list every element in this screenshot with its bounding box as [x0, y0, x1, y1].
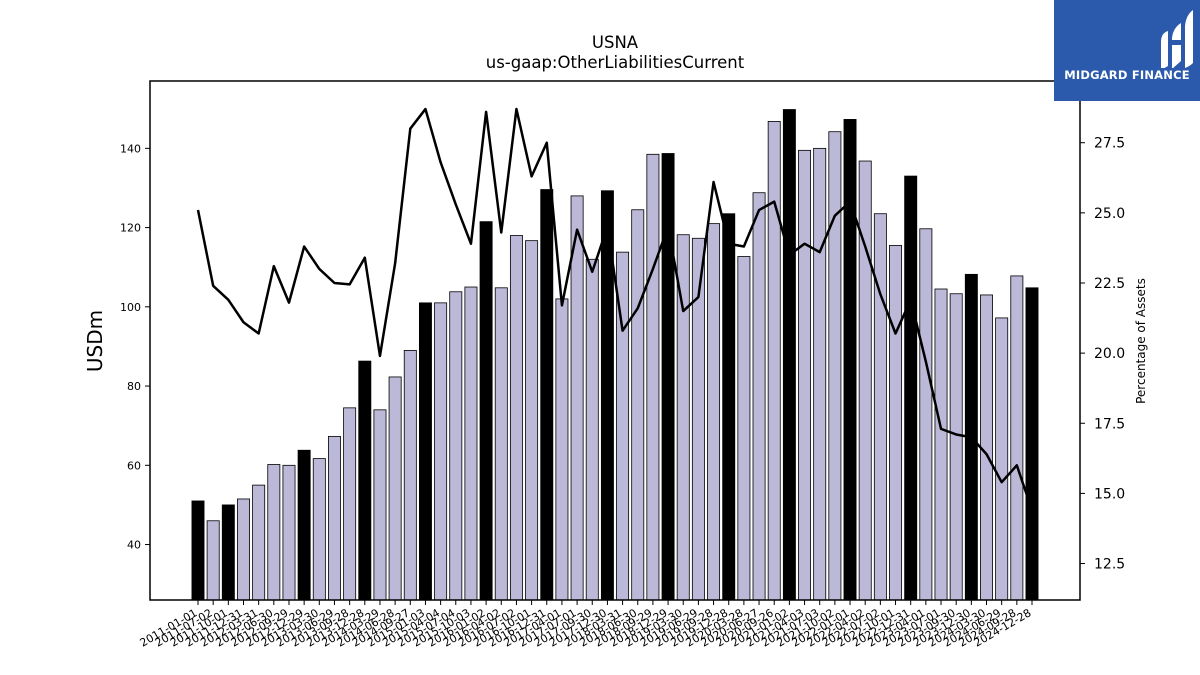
bar-2016-10-01 — [525, 240, 539, 601]
bar-2012-09-29 — [282, 464, 296, 601]
bar-2013-09-28 — [343, 407, 357, 601]
y2-tick-label: 22.5 — [1094, 276, 1125, 292]
line-layer — [196, 107, 1034, 511]
bar-2019-09-28 — [707, 223, 721, 601]
bar-2023-04-01 — [919, 228, 933, 601]
bar-2020-03-28 — [737, 256, 751, 601]
bar-2022-12-31 — [904, 175, 918, 601]
bar-2022-07-02 — [873, 213, 887, 601]
bar-2024-12-28 — [1025, 287, 1039, 601]
y-tick-label: 120 — [120, 222, 141, 235]
bar-2024-06-29 — [995, 317, 1009, 601]
y-axis-left: 40 60 80 100 120 140 — [120, 142, 150, 552]
bar-2022-01-01 — [843, 119, 857, 601]
y2-axis-label: Percentage of Assets — [1134, 278, 1148, 404]
logo-text: MIDGARD FINANCE — [1064, 68, 1190, 82]
bar-2011-01-01 — [191, 500, 205, 601]
y-axis-right: 12.5 15.0 17.5 20.0 22.5 25.0 27.5 — [1080, 136, 1125, 573]
x-axis: 2011-01-012011-07-022011-10-012011-12-31… — [138, 600, 1034, 650]
bar-2012-06-30 — [267, 464, 281, 601]
bar-2019-12-28 — [722, 213, 736, 601]
bar-2011-10-01 — [221, 504, 235, 601]
bar-2013-03-30 — [312, 458, 326, 601]
bar-2016-04-02 — [494, 287, 508, 601]
bar-2021-10-02 — [828, 131, 842, 601]
bar-2021-07-03 — [813, 147, 827, 601]
y2-tick-label: 25.0 — [1094, 206, 1125, 222]
bar-2013-12-28 — [358, 360, 372, 601]
bar-2018-09-29 — [646, 153, 660, 601]
bar-2014-03-29 — [373, 409, 387, 601]
y2-tick-label: 20.0 — [1094, 346, 1125, 362]
y2-tick-label: 17.5 — [1094, 416, 1125, 432]
bar-2011-07-02 — [206, 520, 220, 601]
bar-2011-12-31 — [237, 498, 250, 601]
bar-2013-06-29 — [328, 435, 341, 601]
bar-2021-04-03 — [798, 149, 812, 601]
bars-layer — [191, 109, 1039, 601]
pct-of-assets-line — [196, 107, 1034, 511]
bar-2015-07-04 — [449, 291, 463, 601]
bar-2018-06-30 — [631, 209, 645, 601]
bar-2012-12-29 — [297, 449, 311, 601]
y-tick-label: 140 — [120, 142, 141, 155]
bar-2022-04-02 — [858, 160, 872, 601]
y2-tick-label: 15.0 — [1094, 486, 1125, 502]
bar-2020-06-27 — [752, 192, 766, 601]
y2-tick-label: 27.5 — [1094, 136, 1125, 152]
bar-2023-09-30 — [949, 293, 963, 601]
midgard-logo-icon — [1161, 10, 1193, 68]
bar-2023-07-01 — [934, 288, 948, 601]
y-tick-label: 60 — [127, 459, 141, 472]
bar-2015-10-03 — [464, 286, 478, 601]
bar-2016-12-31 — [540, 189, 554, 601]
bar-2020-09-26 — [767, 121, 781, 601]
chart-title: USNA — [592, 33, 639, 52]
chart-subtitle: us-gaap:OtherLiabilitiesCurrent — [486, 53, 745, 72]
y-tick-label: 100 — [120, 301, 141, 314]
bar-2018-12-29 — [661, 153, 675, 601]
bar-2022-10-01 — [889, 245, 902, 601]
bar-2015-01-03 — [418, 302, 432, 601]
bar-2012-03-31 — [252, 484, 266, 601]
bar-2016-01-02 — [479, 221, 493, 601]
bar-2015-04-04 — [434, 302, 448, 601]
bar-2021-01-02 — [782, 109, 796, 601]
bar-2017-09-30 — [585, 258, 599, 601]
y-axis-label: USDm — [83, 310, 107, 372]
bar-2014-09-27 — [403, 349, 417, 601]
plot-frame — [149, 80, 1081, 601]
y2-tick-label: 12.5 — [1094, 557, 1125, 573]
logo: MIDGARD FINANCE — [1054, 0, 1200, 101]
bar-2016-07-02 — [509, 235, 523, 601]
bar-2024-03-30 — [980, 294, 993, 601]
bar-2024-09-28 — [1010, 275, 1024, 601]
bar-2014-06-28 — [388, 376, 402, 601]
y-tick-label: 40 — [127, 539, 141, 552]
bar-2017-04-01 — [555, 298, 569, 601]
y-tick-label: 80 — [127, 380, 141, 393]
